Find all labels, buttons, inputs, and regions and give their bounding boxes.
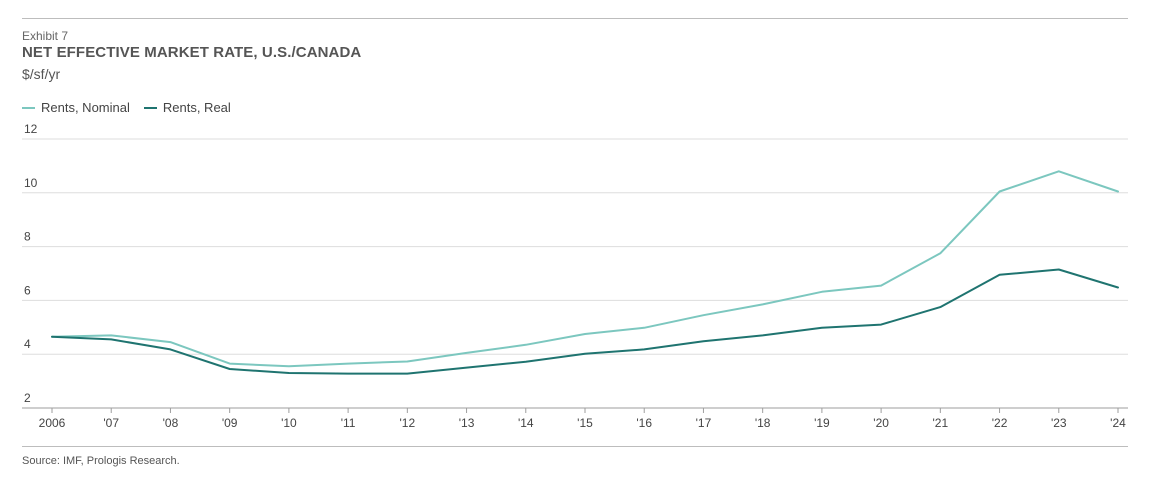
top-rule — [22, 18, 1128, 19]
x-tick-label: '22 — [992, 416, 1008, 430]
x-tick-label: '13 — [459, 416, 475, 430]
x-tick-label: '07 — [103, 416, 119, 430]
chart-title: NET EFFECTIVE MARKET RATE, U.S./CANADA — [22, 44, 362, 61]
x-tick-label: '12 — [400, 416, 416, 430]
x-tick-label: '19 — [814, 416, 830, 430]
x-tick-label: '11 — [341, 416, 356, 430]
source-note: Source: IMF, Prologis Research. — [22, 455, 180, 467]
bottom-rule — [22, 446, 1128, 447]
legend: Rents, Nominal Rents, Real — [22, 100, 231, 115]
unit-label: $/sf/yr — [22, 66, 61, 82]
legend-item-nominal: Rents, Nominal — [22, 100, 130, 115]
series-line-nominal — [51, 170, 1119, 368]
legend-swatch-real — [143, 106, 157, 109]
x-axis-ticks: 2006 '07 '08 '09 '10 '11 '12 '13 '14 '15 '16 '17 '18… — [39, 408, 1126, 430]
exhibit-label: Exhibit 7 — [22, 29, 69, 43]
series-line-real — [51, 268, 1119, 375]
y-tick-label: 4 — [24, 337, 31, 351]
x-tick-label: '10 — [281, 416, 297, 430]
x-tick-label: '20 — [873, 416, 889, 430]
x-tick-label: '24 — [1110, 416, 1126, 430]
y-tick-label: 6 — [24, 283, 31, 297]
y-axis-ticks: 2 4 6 8 10 12 — [24, 122, 38, 405]
x-tick-label: '23 — [1051, 416, 1067, 430]
legend-item-real: Rents, Real — [143, 100, 231, 115]
x-tick-label: '17 — [696, 416, 712, 430]
y-tick-label: 12 — [24, 122, 38, 136]
x-tick-label: '08 — [163, 416, 179, 430]
x-tick-label: '16 — [636, 416, 652, 430]
series-lines — [51, 170, 1119, 375]
x-tick-label: '09 — [222, 416, 238, 430]
x-tick-label: '21 — [933, 416, 949, 430]
y-tick-label: 2 — [24, 391, 31, 405]
legend-label-nominal: Rents, Nominal — [41, 100, 130, 115]
y-tick-label: 10 — [24, 176, 38, 190]
x-tick-label: '18 — [755, 416, 771, 430]
x-tick-label: 2006 — [39, 416, 66, 430]
legend-swatch-nominal — [22, 106, 35, 109]
x-tick-label: '14 — [518, 416, 534, 430]
x-tick-label: '15 — [577, 416, 593, 430]
grid-lines — [22, 138, 1128, 409]
legend-label-real: Rents, Real — [162, 100, 231, 115]
y-tick-label: 8 — [24, 230, 31, 244]
